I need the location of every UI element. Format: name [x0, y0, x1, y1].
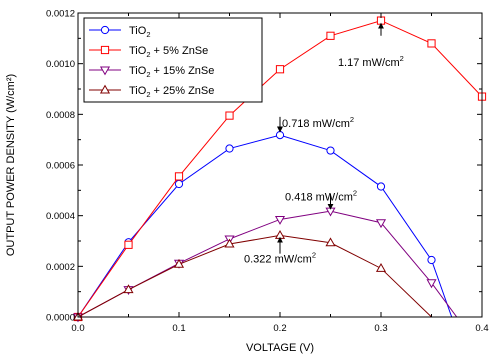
y-tick-label: 0.0004	[46, 211, 75, 222]
data-point	[376, 182, 386, 191]
data-point	[426, 279, 437, 289]
legend-entry-1: TiO2	[89, 25, 150, 39]
y-tick-label: 0.0002	[46, 262, 75, 273]
annotation-label: 0.322 mW/cm2	[244, 251, 316, 266]
annotation-2: 0.718 mW/cm2	[277, 115, 354, 133]
data-point	[375, 219, 387, 229]
annotation-label: 0.718 mW/cm2	[282, 115, 354, 130]
legend-box	[83, 17, 263, 103]
data-point	[326, 31, 335, 40]
data-point	[275, 65, 285, 74]
legend-label: TiO2 + 5% ZnSe	[129, 45, 208, 59]
legend-marker	[99, 84, 111, 94]
series-markers-4	[72, 230, 387, 321]
legend-marker	[100, 45, 110, 55]
x-tick-label: 0.1	[172, 323, 185, 334]
y-tick-label: 0.0010	[46, 59, 75, 70]
legend-marker	[99, 66, 111, 76]
legend-entry-2: TiO2 + 5% ZnSe	[89, 45, 208, 59]
annotation-label: 1.17 mW/cm2	[338, 54, 404, 69]
x-tick-label: 0.4	[475, 323, 488, 334]
annotation-1: 1.17 mW/cm2	[338, 22, 404, 69]
axes-layer: 0.0 0.1 0.2 0.3 0.4 0.0000 0.0002 0.0004 0.0006 0…	[46, 9, 489, 335]
y-tick-label: 0.0000	[46, 313, 75, 324]
data-point	[427, 255, 436, 265]
legend-entry-4: TiO2 + 25% ZnSe	[89, 84, 214, 99]
x-tick-label: 0.0	[71, 323, 84, 334]
x-axis-title: VOLTAGE (V)	[246, 342, 314, 354]
x-tick-label: 0.3	[374, 323, 387, 334]
legend-label: TiO2 + 25% ZnSe	[129, 85, 214, 99]
data-point	[174, 172, 184, 181]
series-4	[78, 234, 447, 317]
y-tick-label: 0.0008	[46, 110, 75, 121]
annotation-3: 0.418 mW/cm2	[285, 188, 357, 210]
data-point	[274, 230, 286, 239]
annotation-layer: 1.17 mW/cm2 0.718 mW/cm2 0.418 mW/cm2 0.322…	[244, 22, 404, 266]
data-point	[124, 240, 133, 249]
series-line	[78, 234, 447, 317]
x-tick-label: 0.2	[273, 323, 286, 334]
legend: TiO2 TiO2 + 5% ZnSe TiO2 + 15% ZnSe TiO2 + …	[83, 17, 263, 103]
legend-label: TiO2 + 15% ZnSe	[129, 65, 214, 79]
data-point	[173, 258, 185, 268]
data-point	[123, 284, 134, 294]
data-point	[326, 146, 335, 155]
annotation-4: 0.322 mW/cm2	[244, 236, 316, 266]
legend-marker	[100, 25, 110, 35]
data-point	[274, 215, 286, 225]
data-point	[376, 16, 386, 25]
data-point	[224, 238, 235, 248]
y-tick-label: 0.0006	[46, 161, 75, 172]
legend-entry-3: TiO2 + 15% ZnSe	[89, 65, 214, 79]
data-point	[427, 39, 436, 48]
annotation-label: 0.418 mW/cm2	[285, 188, 357, 203]
legend-label: TiO2	[129, 25, 150, 39]
data-point	[275, 131, 285, 140]
y-axis-title: OUTPUT POWER DENSITY (W/cm²)	[5, 74, 17, 256]
series-line	[78, 134, 453, 317]
series-1	[78, 134, 453, 317]
data-point	[174, 179, 184, 189]
y-tick-label: 0.0012	[46, 9, 75, 20]
data-point	[225, 111, 234, 120]
data-point	[225, 144, 234, 153]
data-point	[325, 237, 336, 247]
data-point	[375, 262, 387, 272]
